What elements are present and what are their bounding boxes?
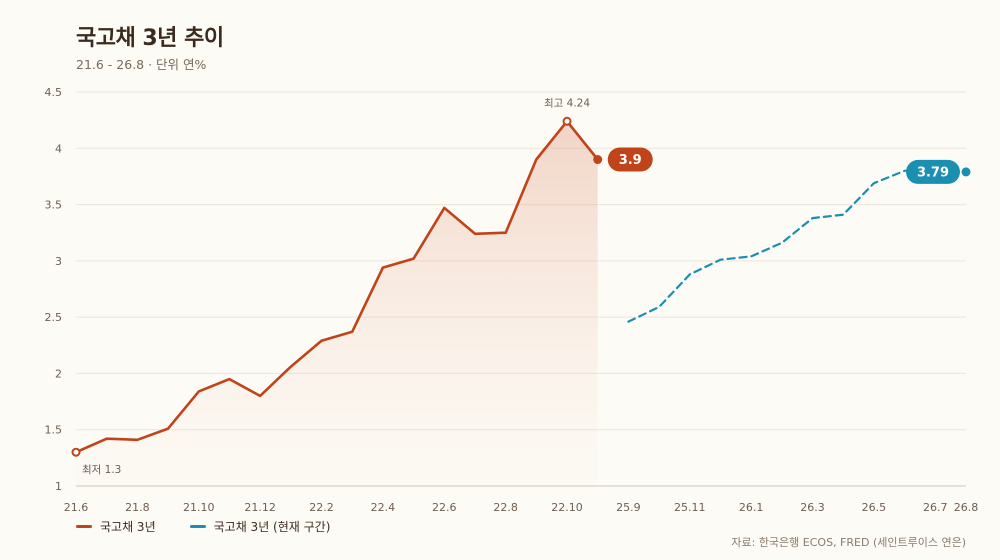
legend-item-current: 국고채 3년 (현재 구간) xyxy=(189,518,331,535)
y-tick-label: 3 xyxy=(55,255,62,268)
y-tick-label: 2 xyxy=(55,367,62,380)
x-tick-label: 25.11 xyxy=(674,501,706,514)
end-label-text: 3.9 xyxy=(619,153,642,168)
series-line xyxy=(74,120,599,454)
x-tick-label: 22.2 xyxy=(309,501,334,514)
x-tick-label: 26.7 xyxy=(923,501,948,514)
x-tick-label: 22.10 xyxy=(551,501,583,514)
end-label-badge xyxy=(906,159,960,184)
page-title: 국고채 3년 추이 xyxy=(76,26,224,51)
series-line xyxy=(627,167,968,323)
end-label-text: 3.79 xyxy=(917,165,949,180)
y-tick-label: 1.5 xyxy=(45,424,63,437)
legend-item-main: 국고채 3년 xyxy=(76,518,156,535)
y-tick-label: 3.5 xyxy=(45,199,63,212)
x-tick-label: 22.8 xyxy=(493,501,518,514)
series-area xyxy=(76,121,598,487)
x-tick-label: 21.8 xyxy=(125,501,150,514)
x-tick-label: 21.12 xyxy=(244,501,276,514)
y-tick-label: 1 xyxy=(55,480,62,493)
annotation-label: 최고 4.24 xyxy=(544,97,590,109)
annotation-marker xyxy=(562,116,572,126)
end-point xyxy=(593,155,603,165)
annotation-marker xyxy=(71,447,81,457)
y-tick-label: 4 xyxy=(55,142,62,155)
x-tick-label: 22.6 xyxy=(432,501,457,514)
source-note: 자료: 한국은행 ECOS, FRED (세인트루이스 연은) xyxy=(731,536,966,549)
end-point xyxy=(961,167,971,177)
x-tick-label: 22.4 xyxy=(371,501,396,514)
legend-swatch-current xyxy=(189,525,206,528)
chart-legend: 국고채 3년 국고채 3년 (현재 구간) xyxy=(76,518,330,535)
x-tick-label: 21.10 xyxy=(183,501,215,514)
x-tick-label: 26.8 xyxy=(954,501,979,514)
end-label-badge xyxy=(607,147,653,172)
x-tick-label: 26.5 xyxy=(862,501,887,514)
legend-swatch-main xyxy=(76,525,92,528)
y-tick-label: 2.5 xyxy=(45,311,63,324)
x-tick-label: 26.1 xyxy=(739,501,764,514)
annotation-label: 최저 1.3 xyxy=(82,464,121,476)
page-subtitle: 21.6 - 26.8 · 단위 연% xyxy=(76,57,207,72)
y-tick-label: 4.5 xyxy=(45,86,63,99)
x-tick-label: 21.6 xyxy=(64,501,89,514)
legend-label-current: 국고채 3년 (현재 구간) xyxy=(213,520,331,534)
x-tick-label: 26.3 xyxy=(800,501,825,514)
x-tick-label: 25.9 xyxy=(616,501,641,514)
legend-label-main: 국고채 3년 xyxy=(100,520,156,534)
